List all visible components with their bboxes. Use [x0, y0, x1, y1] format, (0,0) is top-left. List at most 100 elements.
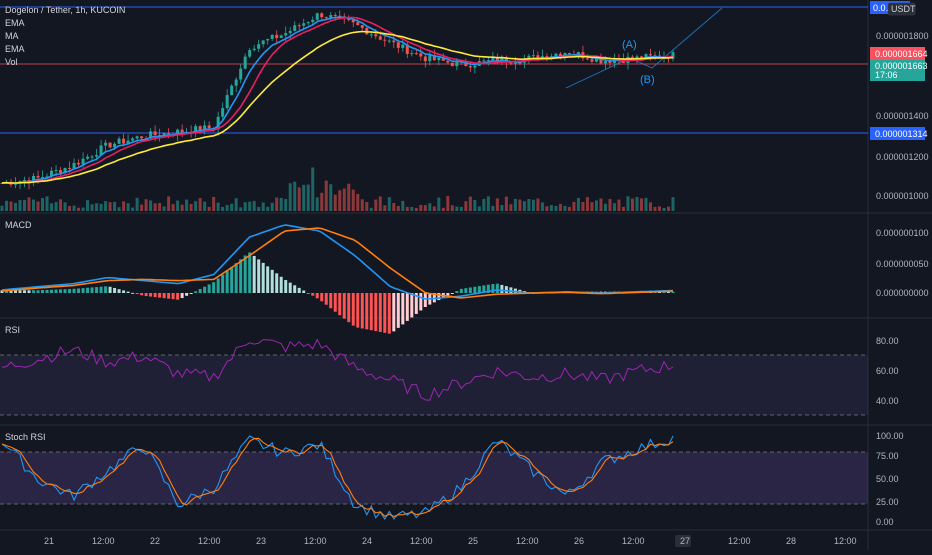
volume-bar	[468, 196, 472, 211]
macd-hist-bar	[90, 287, 94, 293]
macd-hist-bar	[230, 266, 234, 293]
volume-bar	[518, 199, 522, 211]
volume-bar	[338, 190, 342, 211]
macd-hist-bar	[162, 293, 166, 299]
candle-body	[563, 53, 567, 57]
volume-bar	[671, 197, 675, 211]
stoch-tick: 100.00	[876, 431, 904, 441]
volume-bar	[626, 196, 630, 211]
macd-hist-bar	[338, 293, 342, 316]
indicator-ma[interactable]: MA	[5, 31, 19, 41]
volume-bar	[108, 202, 112, 211]
macd-hist-bar	[126, 291, 130, 293]
stoch-title: Stoch RSI	[5, 432, 46, 442]
volume-bar	[599, 198, 603, 211]
volume-bar	[419, 205, 423, 211]
volume-bar	[167, 196, 171, 211]
volume-bar	[270, 202, 274, 211]
candle-body	[239, 68, 243, 80]
last-price-red-tag	[870, 47, 925, 60]
candle-body	[293, 25, 297, 31]
time-tick: 12:00	[622, 536, 645, 546]
candle-body	[396, 42, 400, 48]
rsi-line	[1, 338, 674, 401]
candle-body	[531, 55, 535, 57]
candle-body	[81, 158, 85, 165]
volume-bar	[554, 205, 558, 211]
volume-bar	[81, 207, 85, 211]
macd-hist-bar	[419, 293, 423, 311]
volume-bar	[9, 201, 13, 211]
currency-badge[interactable]	[887, 2, 916, 16]
macd-hist-bar	[666, 291, 670, 293]
volume-bar	[135, 197, 139, 211]
macd-hist-bar	[302, 290, 306, 293]
macd-hist-bar	[509, 287, 513, 293]
macd-tick: 0.000000000	[876, 288, 929, 298]
macd-hist-bar	[477, 286, 481, 293]
candle-body	[59, 170, 63, 173]
candle-body	[180, 129, 184, 133]
volume-bar	[18, 200, 22, 211]
indicator-ema-slow[interactable]: EMA	[5, 44, 25, 54]
stoch-d-line	[1, 437, 674, 518]
volume-bar	[536, 198, 540, 211]
wave-trendline[interactable]	[565, 7, 723, 89]
macd-hist-bar	[144, 293, 148, 297]
macd-hist-bar	[288, 282, 292, 293]
candle-body	[603, 60, 607, 64]
volume-bar	[333, 194, 337, 211]
candle-body	[360, 25, 364, 28]
volume-bar	[477, 206, 481, 211]
macd-hist-bar	[315, 293, 319, 299]
symbol-title[interactable]: Dogelon / Tether, 1h, KUCOIN	[5, 5, 126, 15]
indicator-ema-fast[interactable]: EMA	[5, 18, 25, 28]
stoch-tick: 75.00	[876, 451, 899, 461]
candle-body	[518, 62, 522, 64]
candle-body	[203, 125, 207, 131]
indicator-volume[interactable]: Vol	[5, 57, 18, 67]
wave-a-label: (A)	[622, 39, 637, 51]
candle-body	[558, 53, 562, 57]
volume-bar	[473, 200, 477, 211]
macd-hist-bar	[392, 293, 396, 332]
candle-body	[369, 34, 373, 36]
candle-body	[72, 162, 76, 169]
macd-hist-bar	[104, 286, 108, 293]
candle-body	[599, 57, 603, 64]
macd-hist-bar	[32, 290, 36, 293]
macd-hist-bar	[270, 269, 274, 293]
macd-hist-bar	[257, 259, 261, 293]
candle-body	[77, 162, 81, 165]
volume-bar	[212, 196, 216, 211]
macd-hist-bar	[387, 293, 391, 334]
volume-bar	[576, 197, 580, 211]
volume-bar	[14, 202, 18, 211]
candle-body	[176, 129, 180, 136]
candle-body	[495, 57, 499, 63]
volume-bar	[405, 206, 409, 211]
candle-body	[338, 15, 342, 17]
volume-bar	[513, 198, 517, 211]
macd-hist-bar	[320, 293, 324, 302]
macd-hist-bar	[414, 293, 418, 314]
macd-hist-bar	[81, 288, 85, 293]
macd-tick: 0.000000050	[876, 259, 929, 269]
candle-body	[149, 131, 153, 139]
volume-bar	[234, 198, 238, 211]
candle-body	[198, 126, 202, 131]
volume-bar	[90, 204, 94, 211]
macd-hist-bar	[221, 274, 225, 293]
volume-bar	[185, 199, 189, 211]
volume-bar	[329, 184, 333, 211]
candle-body	[0, 182, 4, 184]
macd-hist-bar	[45, 289, 49, 293]
volume-bar	[603, 203, 607, 211]
macd-hist-bar	[203, 286, 207, 293]
macd-hist-bar	[9, 290, 13, 293]
time-tick: 12:00	[410, 536, 433, 546]
volume-bar	[446, 196, 450, 211]
volume-bar	[113, 201, 117, 211]
candle-body	[194, 126, 198, 134]
volume-bar	[437, 197, 441, 211]
